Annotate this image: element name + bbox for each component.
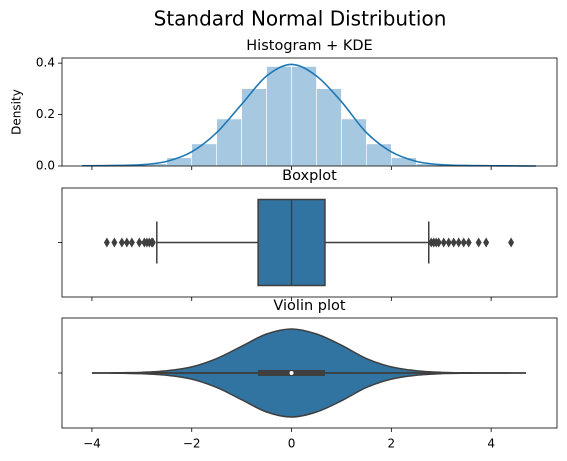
outlier — [149, 237, 156, 248]
x-tick-label: 4 — [487, 437, 495, 451]
y-tick-label: 0.2 — [36, 107, 55, 121]
outlier — [445, 237, 452, 248]
histogram-bar — [241, 88, 267, 167]
violin-median — [289, 371, 294, 375]
y-axis-label: Density — [10, 89, 24, 135]
y-tick-label: 0.4 — [36, 56, 55, 70]
outlier — [455, 237, 462, 248]
x-tick-label: −4 — [83, 437, 101, 451]
outlier — [103, 237, 110, 248]
y-tick-label: 0.0 — [36, 159, 55, 173]
outlier — [118, 237, 125, 248]
kde-line — [81, 63, 537, 167]
outlier — [475, 237, 482, 248]
outlier — [483, 237, 490, 248]
histogram-bar — [191, 143, 217, 167]
outlier — [465, 237, 472, 248]
axes-frame — [61, 187, 558, 298]
outlier — [450, 237, 457, 248]
histogram-bar — [341, 118, 367, 167]
histogram-bar — [291, 66, 317, 167]
x-tick-label: 2 — [388, 437, 396, 451]
outlier — [460, 237, 467, 248]
violin-half — [91, 328, 527, 374]
x-tick-label: −2 — [183, 437, 201, 451]
outlier — [440, 237, 447, 248]
histogram-bar — [266, 66, 292, 167]
outlier — [136, 237, 143, 248]
suptitle: Standard Normal Distribution — [154, 7, 447, 31]
histogram-bar — [366, 143, 392, 167]
axes-frame — [61, 57, 558, 167]
outlier — [128, 237, 135, 248]
outlier — [508, 237, 515, 248]
histogram-bar — [391, 157, 417, 167]
histogram-bar — [216, 118, 242, 167]
subplot-title: Histogram + KDE — [246, 38, 372, 54]
violin-half — [91, 372, 527, 418]
subplot-title: Boxplot — [282, 168, 337, 184]
outlier — [435, 237, 442, 248]
outlier — [111, 237, 118, 248]
subplot-title: Violin plot — [273, 298, 345, 314]
x-tick-label: 0 — [288, 437, 296, 451]
histogram-bar — [166, 157, 193, 167]
outlier — [123, 237, 130, 248]
histogram-bar — [316, 88, 342, 167]
axes-frame — [61, 317, 558, 429]
